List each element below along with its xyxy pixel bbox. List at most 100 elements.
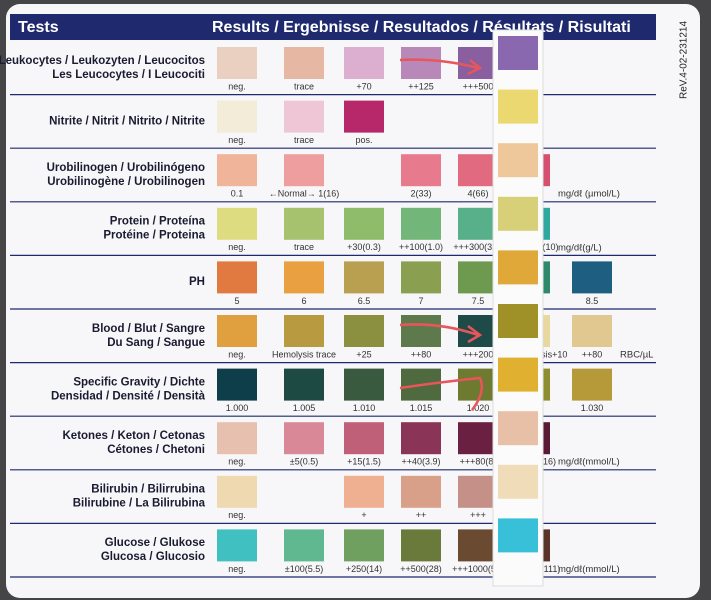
arrow: [399, 323, 483, 344]
test-name: Glucosa / Glucosio: [101, 551, 205, 563]
pad-label: ++500(28): [400, 564, 442, 574]
strip-pad: [498, 518, 538, 553]
color-pad: [572, 261, 612, 294]
arrow: [399, 376, 483, 411]
pad-label: neg.: [228, 135, 246, 145]
color-pad: [401, 422, 441, 455]
color-pad: [344, 422, 384, 455]
header-title: Tests: [18, 19, 59, 36]
test-name: PH: [189, 276, 205, 288]
pad-label: 7: [418, 296, 423, 306]
pad-label: neg.: [228, 510, 246, 520]
pad-label: +70: [356, 81, 371, 91]
color-pad: [401, 154, 441, 187]
test-name: Protéine / Proteina: [103, 230, 205, 242]
color-pad: [284, 529, 324, 562]
strip-pad: [498, 411, 538, 446]
test-name: Nitrite / Nitrit / Nitrito / Nitrite: [49, 115, 205, 127]
color-pad: [401, 207, 441, 240]
color-pad: [401, 315, 441, 347]
color-pad: [284, 47, 324, 79]
unit-label: mg/dℓ(mmol/L): [558, 564, 620, 575]
unit-label: RBC/µL: [620, 350, 653, 361]
pad-label: +: [361, 510, 366, 520]
arrows: [399, 58, 483, 411]
test-name: Ketones / Keton / Cetonas: [63, 430, 206, 442]
color-pad: [401, 529, 441, 562]
color-pad: [458, 422, 498, 455]
unit-label: mg/dℓ (µmol/L): [558, 189, 620, 200]
pad-label: Hemolysis trace: [272, 349, 336, 359]
color-pad: [217, 422, 257, 455]
pad-label: trace: [294, 81, 314, 91]
pad-label: ±100(5.5): [285, 564, 323, 574]
color-pad: [217, 261, 257, 294]
pad-label: 6: [301, 296, 306, 306]
strip-pad: [498, 304, 538, 338]
test-name: Protein / Proteína: [110, 216, 206, 228]
color-pad: [458, 475, 498, 508]
color-pad: [217, 315, 257, 347]
pad-label: 1.020: [467, 403, 490, 413]
color-pad: [572, 315, 612, 347]
test-strip: [492, 29, 544, 587]
pad-label: ++80: [411, 349, 432, 359]
pad-label: +250(14): [346, 564, 382, 574]
test-name: Blood / Blut / Sangre: [92, 323, 205, 335]
color-pad: [217, 368, 257, 401]
pad-label: ++80: [582, 349, 603, 359]
strip-pad: [498, 143, 538, 178]
test-name: Specific Gravity / Dichte: [73, 376, 205, 388]
color-pad: [284, 422, 324, 455]
color-pad: [344, 261, 384, 294]
test-name: Les Leucocytes / I Leucociti: [52, 69, 205, 81]
strip-pad: [498, 464, 538, 499]
color-pad: [217, 207, 257, 240]
pad-label: pos.: [355, 135, 372, 145]
pad-label: neg.: [228, 564, 246, 574]
pad-label: +++: [470, 510, 486, 520]
pad-label: neg.: [228, 349, 246, 359]
unit-label: mg/dℓ(g/L): [558, 242, 602, 253]
pad-label: 1.030: [581, 403, 604, 413]
pad-label: 8.5: [586, 296, 599, 306]
pad-label: trace: [294, 242, 314, 252]
test-name: Densidad / Densité / Densità: [51, 390, 206, 402]
pad-label: +++1000(55): [452, 564, 504, 574]
color-pad: [344, 100, 384, 133]
color-pad: [458, 529, 498, 562]
pad-label: ←Normal→ 1(16): [269, 189, 340, 199]
pad-label: neg.: [228, 457, 246, 467]
pad-label: 1.015: [410, 403, 433, 413]
revision: ReV.4-02-231214: [679, 21, 690, 99]
color-pad: [344, 475, 384, 508]
strip-pad: [498, 250, 538, 285]
unit-label: mg/dℓ(mmol/L): [558, 457, 620, 468]
strip-pad: [498, 89, 538, 124]
color-pad: [344, 315, 384, 347]
color-pad: [401, 261, 441, 294]
color-pad: [458, 207, 498, 240]
pad-label: +15(1.5): [347, 457, 381, 467]
test-name: Glucose / Glukose: [105, 537, 205, 549]
pad-label: +++500: [463, 81, 494, 91]
pad-label: +30(0.3): [347, 242, 381, 252]
color-pad: [344, 529, 384, 562]
color-pad: [217, 475, 257, 508]
pad-label: +++200: [463, 349, 494, 359]
color-pad: [344, 47, 384, 79]
test-name: Cétones / Chetoni: [107, 444, 205, 456]
color-pad: [217, 47, 257, 79]
test-name: Du Sang / Sangue: [107, 337, 205, 349]
color-pad: [458, 154, 498, 187]
pad-label: 6.5: [358, 296, 371, 306]
pad-label: ++: [416, 510, 427, 520]
strip-pad: [498, 357, 538, 392]
color-pad: [344, 368, 384, 401]
color-pad: [458, 47, 498, 79]
pad-label: 1.010: [353, 403, 376, 413]
color-pad: [217, 100, 257, 133]
strip-pad: [498, 36, 538, 70]
